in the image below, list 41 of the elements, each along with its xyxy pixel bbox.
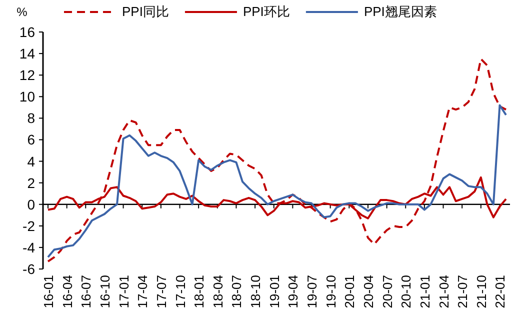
x-tick-label: 16-10 [97,275,112,308]
y-tick-label: 14 [19,46,36,62]
x-tick-label: 20-07 [380,275,395,308]
y-tick-label: 0 [27,196,36,212]
x-tick-label: 20-04 [360,275,376,308]
x-tick-label: 19-07 [304,275,320,308]
y-tick-label: 12 [19,67,36,84]
x-tick-label: 17-04 [135,275,150,308]
y-tick-label: -4 [22,239,36,256]
x-tick-label: 16-01 [41,275,56,308]
y-tick-label: 4 [27,153,36,170]
x-tick-label: 18-01 [192,275,207,308]
x-tick-label: 18-04 [210,275,226,308]
x-tick-label: 16-07 [78,275,94,308]
x-tick-label: 18-07 [229,275,244,308]
x-tick-label: 17-01 [116,275,132,308]
legend-label: PPI同比 [122,4,169,19]
y-tick-label: 6 [27,132,36,148]
x-tick-label: 16-04 [60,275,75,308]
x-tick-label: 21-07 [455,275,470,308]
legend-label: PPI翘尾因素 [364,4,437,19]
x-tick-label: 21-10 [474,275,489,308]
x-tick-label: 21-04 [436,275,452,308]
x-tick-label: 21-01 [417,275,432,308]
y-tick-label: -6 [22,261,36,277]
x-tick-label: 22-01 [492,275,508,308]
x-tick-label: 17-07 [154,275,169,308]
y-tick-label: 16 [19,24,36,40]
y-tick-label: 10 [19,88,36,105]
y-tick-label: 2 [27,174,36,191]
x-tick-label: 17-10 [172,275,188,308]
x-tick-label: 18-10 [248,275,264,308]
legend-label: PPI环比 [242,4,290,19]
x-tick-label: 20-01 [342,275,358,308]
y-tick-label: 8 [27,110,36,126]
x-tick-label: 19-01 [266,275,282,308]
y-axis-title: % [16,5,28,19]
y-tick-label: -2 [22,218,36,234]
x-tick-label: 20-10 [398,275,414,308]
x-tick-label: 19-04 [286,275,301,308]
x-tick-label: 19-10 [323,275,338,308]
